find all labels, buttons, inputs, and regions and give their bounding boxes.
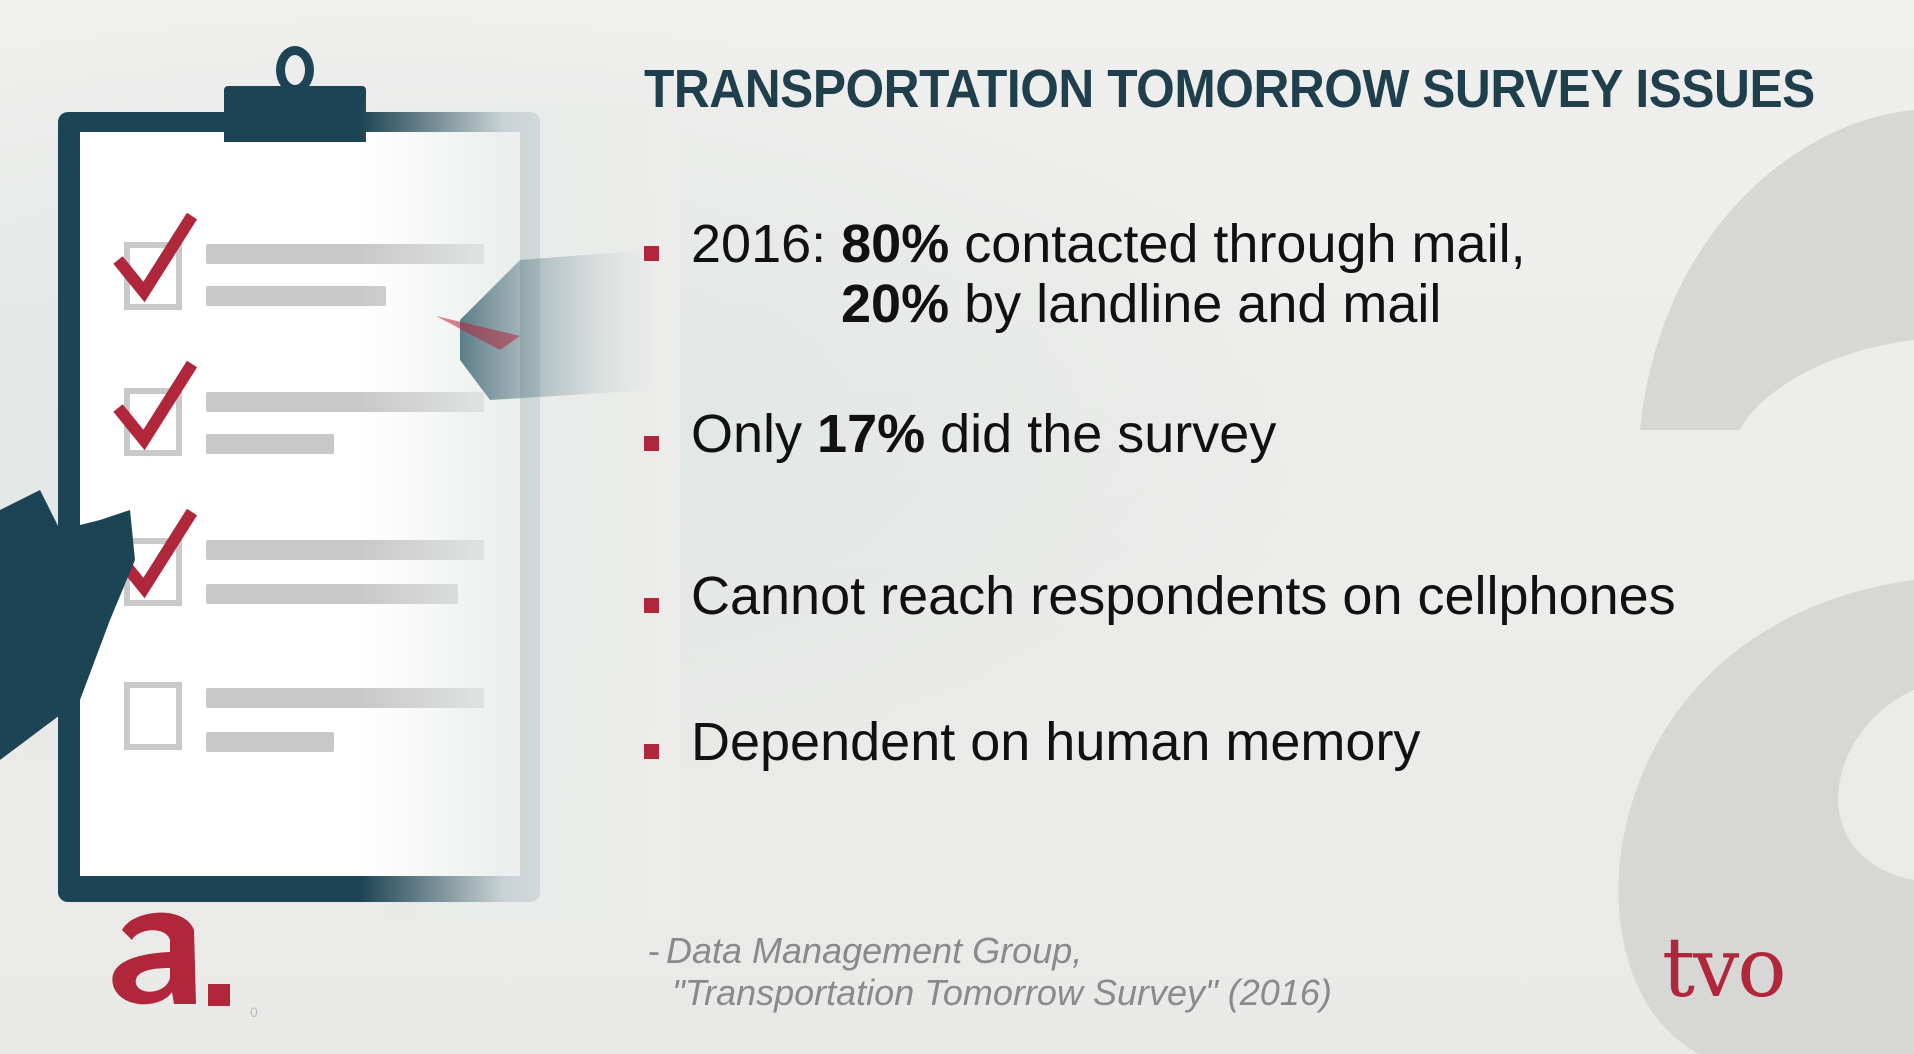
bullet-text-line2: 20% by landline and mail <box>691 274 1526 334</box>
bullet-text-rest: did the survey <box>925 404 1277 464</box>
checkbox-4 <box>124 682 182 750</box>
bullet-highlight: 17% <box>817 404 926 464</box>
bullet-marker <box>644 246 659 261</box>
checklist-line <box>206 286 386 306</box>
bullet-item-4: Dependent on human memory <box>644 712 1420 772</box>
hand-icon <box>0 490 135 760</box>
citation-line-2: "Transportation Tomorrow Survey" (2016) <box>672 972 1332 1013</box>
bullet-highlight: 20% <box>841 274 950 334</box>
corner-mark: 0 <box>250 1004 258 1020</box>
checkmark-icon <box>113 360 198 451</box>
citation-line-1: Data Management Group, <box>666 930 1083 971</box>
slide-title: TRANSPORTATION TOMORROW SURVEY ISSUES <box>644 59 1815 119</box>
bullet-text: Cannot reach respondents on cellphones <box>691 566 1676 626</box>
bullet-marker <box>644 744 659 759</box>
bullet-marker <box>644 598 659 613</box>
bullet-text-prefix: Only <box>691 404 818 464</box>
checklist-line <box>206 434 334 454</box>
illustration-fade <box>360 100 680 920</box>
checkmark-icon <box>113 212 198 303</box>
source-citation: - Data Management Group, "Transportation … <box>648 930 1332 1014</box>
bullet-text: 2016: 80% contacted through mail, 20% by… <box>691 214 1526 334</box>
hand-icon <box>436 250 650 400</box>
bullet-item-2: Only 17% did the survey <box>644 404 1276 464</box>
bullet-item-3: Cannot reach respondents on cellphones <box>644 566 1676 626</box>
bullet-text-prefix: 2016: <box>691 214 842 274</box>
bullet-text: Dependent on human memory <box>691 712 1421 772</box>
citation-dash: - <box>648 930 660 971</box>
tvo-logo: tvo <box>1662 921 1787 1016</box>
bullet-highlight: 80% <box>841 214 950 274</box>
checklist-line <box>206 732 334 752</box>
agenda-logo: a. <box>112 912 230 1006</box>
clipboard-clip <box>224 86 366 142</box>
bullet-text: Only 17% did the survey <box>691 404 1276 464</box>
bullet-marker <box>644 436 659 451</box>
bullet-text-rest: contacted through mail, <box>949 214 1526 274</box>
bullet-item-1: 2016: 80% contacted through mail, 20% by… <box>644 214 1526 334</box>
bullet-text-rest: by landline and mail <box>949 274 1442 334</box>
